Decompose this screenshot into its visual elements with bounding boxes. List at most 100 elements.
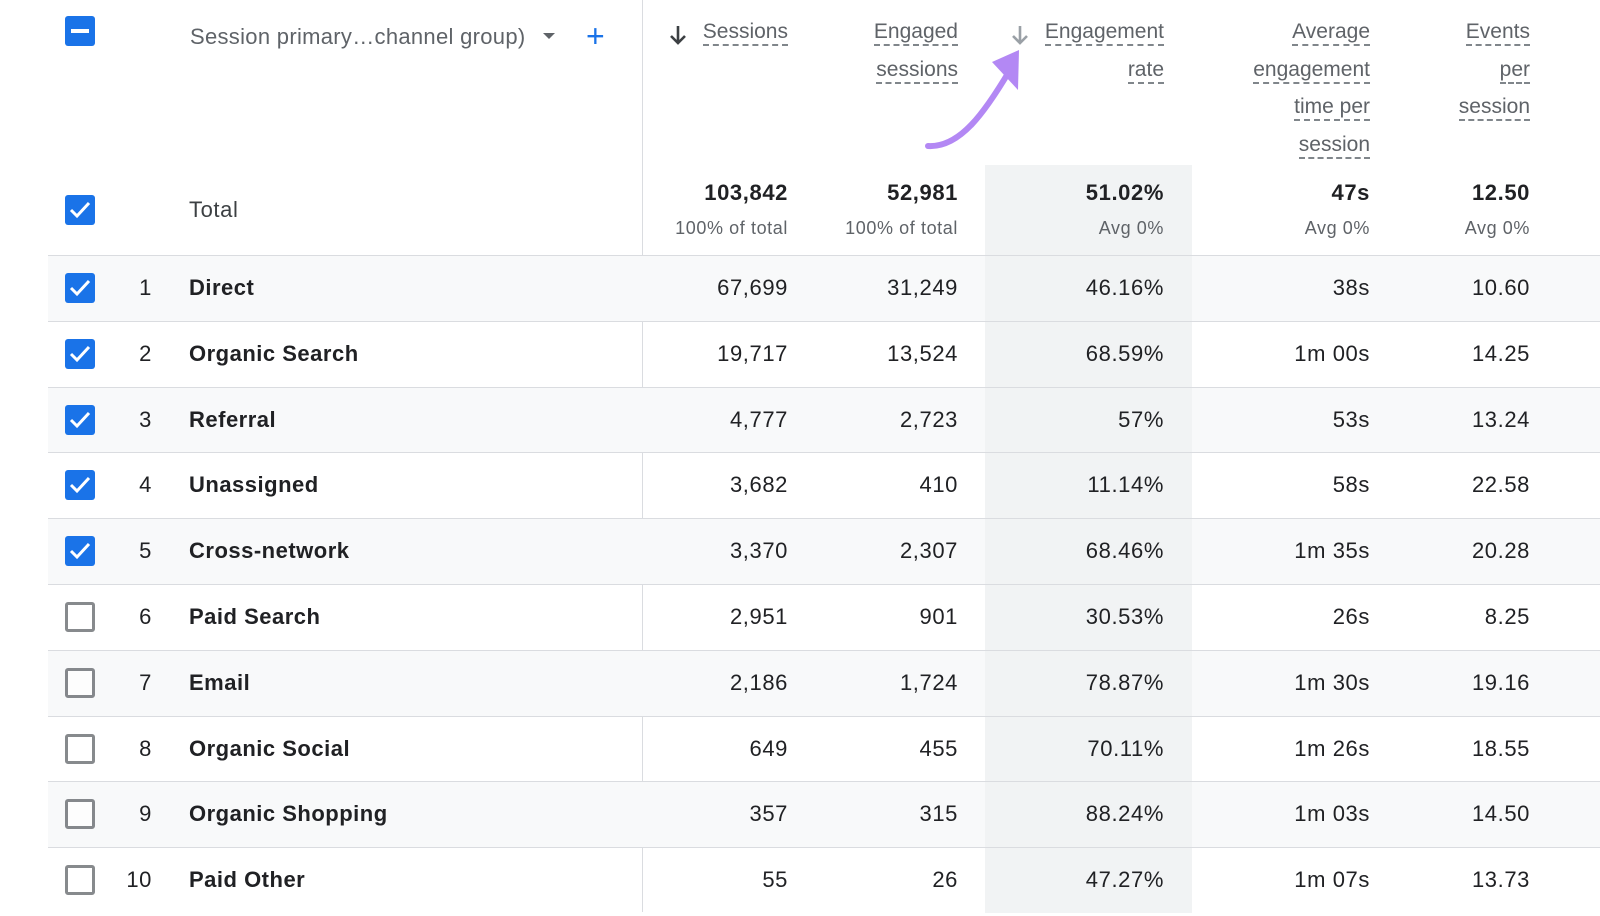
row-checkbox[interactable] (65, 667, 95, 698)
channel-label[interactable]: Paid Search (189, 604, 321, 629)
row-divider (48, 518, 1600, 520)
table-row-background (48, 387, 1600, 453)
column-header-label-line: Events (1465, 21, 1530, 46)
metric-cell: 4,777 (729, 406, 788, 432)
row-checkbox[interactable] (65, 273, 95, 303)
sorted-cell-tint (985, 716, 1192, 782)
metric-cell: 31,249 (887, 275, 958, 300)
column-header-3[interactable]: Average engagement time per session (1170, 16, 1370, 166)
metric-cell: 19.16 (1471, 669, 1530, 695)
row-checkbox[interactable] (65, 470, 95, 501)
column-header-label-line: per (1499, 58, 1530, 84)
total-value: 52,981 (887, 180, 958, 205)
sorted-cell-tint (985, 387, 1192, 453)
channel-label[interactable]: Referral (189, 406, 277, 432)
sort-arrow-engagement-rate-icon[interactable] (1011, 24, 1029, 46)
metric-cell: 11.14% (1087, 472, 1164, 498)
column-header-0[interactable]: Sessions (608, 16, 788, 54)
column-header-label-line: session (1458, 96, 1530, 121)
dimension-dropdown-caret-icon[interactable] (543, 33, 555, 39)
row-checkbox[interactable] (65, 602, 95, 632)
column-header-label-line: Engagement (1044, 21, 1164, 46)
metric-cell: 3,370 (729, 538, 788, 564)
column-header-label-line: sessions (876, 58, 958, 84)
column-header-label-line: time per (1294, 96, 1370, 121)
row-index: 10 (126, 867, 152, 893)
column-header-2[interactable]: Engagement rate (964, 16, 1164, 91)
metric-cell: 68.59% (1085, 340, 1164, 366)
row-divider (48, 584, 1600, 585)
metric-cell: 67,699 (717, 275, 788, 300)
total-subvalue: Avg 0% (1464, 218, 1530, 238)
column-header-label-line: Average (1292, 21, 1370, 46)
channel-label[interactable]: Organic Search (189, 340, 359, 366)
column-header-label-line: session (1298, 133, 1370, 159)
channel-label[interactable]: Cross-network (189, 538, 350, 564)
row-divider (48, 649, 1600, 651)
metric-cell: 1m 26s (1294, 735, 1370, 761)
channel-label[interactable]: Unassigned (189, 472, 319, 498)
metric-cell: 1m 07s (1294, 867, 1370, 893)
metric-cell: 68.46% (1085, 538, 1164, 564)
channel-label[interactable]: Email (189, 669, 251, 695)
row-divider (48, 847, 1600, 849)
row-checkbox[interactable] (65, 338, 95, 369)
metric-cell: 57% (1118, 406, 1164, 432)
column-header-label-line: Engaged (873, 21, 958, 46)
row-checkbox[interactable] (65, 536, 95, 567)
metric-cell: 55 (762, 867, 788, 893)
row-divider (48, 320, 1600, 322)
total-subvalue: Avg 0% (1304, 218, 1370, 238)
metric-cell: 1m 00s (1294, 340, 1370, 366)
add-dimension-plus-icon[interactable]: + (586, 18, 605, 54)
sorted-cell-tint (985, 650, 1192, 716)
row-index: 2 (139, 340, 152, 366)
metric-cell: 30.53% (1085, 604, 1164, 629)
dimension-column-divider (642, 0, 643, 912)
metric-cell: 26s (1332, 604, 1370, 629)
metric-cell: 18.55 (1471, 735, 1530, 761)
total-row-label: Total (189, 197, 239, 222)
table-row-background (48, 256, 1600, 321)
metric-cell: 46.16% (1085, 275, 1164, 300)
row-checkbox[interactable] (65, 404, 95, 435)
metric-cell: 78.87% (1085, 669, 1164, 695)
total-subvalue: 100% of total (675, 218, 788, 238)
sorted-cell-tint (985, 321, 1192, 387)
column-header-1[interactable]: Engaged sessions (798, 16, 958, 91)
metric-cell: 2,307 (899, 538, 958, 564)
sort-descending-arrow-icon[interactable] (669, 24, 687, 46)
row-checkbox[interactable] (65, 865, 95, 896)
metric-cell: 13,524 (887, 340, 958, 366)
metric-cell: 455 (919, 735, 958, 761)
dimension-header[interactable]: Session primary…channel group) (190, 24, 526, 49)
column-header-label-line: Sessions (702, 21, 788, 46)
metric-cell: 14.25 (1471, 340, 1530, 366)
metric-cell: 8.25 (1484, 604, 1530, 629)
channel-label[interactable]: Paid Other (189, 867, 306, 893)
channel-label[interactable]: Organic Shopping (189, 801, 388, 827)
metric-cell: 3,682 (729, 472, 788, 498)
metric-cell: 10.60 (1471, 275, 1530, 300)
column-header-4[interactable]: Events per session (1390, 16, 1530, 129)
channel-label[interactable]: Organic Social (189, 735, 351, 761)
metric-cell: 2,723 (899, 406, 958, 432)
row-checkbox[interactable] (65, 733, 95, 764)
select-all-checkbox[interactable] (65, 16, 95, 46)
metric-cell: 1m 30s (1294, 669, 1370, 695)
metric-cell: 315 (919, 801, 958, 827)
metric-cell: 47.27% (1085, 867, 1164, 893)
row-index: 9 (139, 801, 152, 827)
row-checkbox[interactable] (65, 799, 95, 830)
channel-label[interactable]: Direct (189, 275, 255, 300)
row-divider (48, 781, 1600, 783)
total-row-checkbox[interactable] (65, 195, 95, 225)
metric-cell: 1,724 (899, 669, 958, 695)
metric-cell: 649 (749, 735, 788, 761)
metric-cell: 14.50 (1471, 801, 1530, 827)
total-value: 103,842 (704, 180, 788, 205)
total-subvalue: 100% of total (845, 218, 958, 238)
column-header-label-line: engagement (1253, 58, 1370, 84)
metric-cell: 1m 03s (1294, 801, 1370, 827)
